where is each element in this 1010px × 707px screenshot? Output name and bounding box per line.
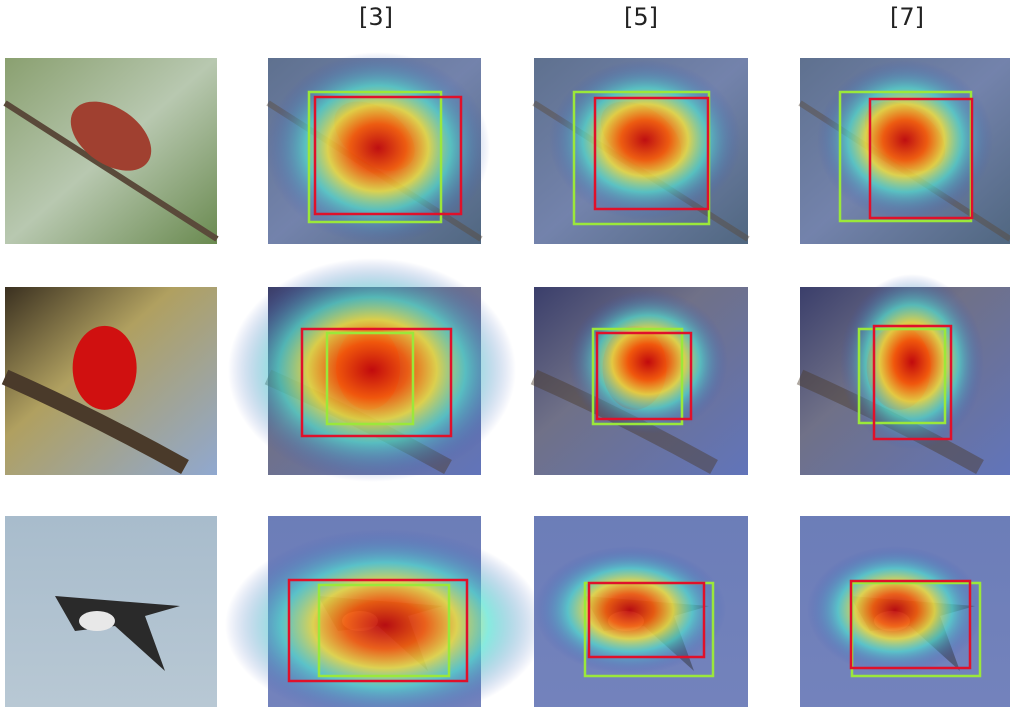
bird-belly — [79, 611, 115, 631]
column-header: [7] — [890, 3, 924, 31]
column-header: [5] — [624, 3, 658, 31]
heatmap — [549, 60, 741, 220]
heatmap — [817, 60, 993, 220]
heatmap — [534, 546, 726, 674]
heatmap — [228, 258, 516, 482]
figure: [3] [5] [7] — [0, 0, 1010, 707]
bird — [73, 326, 137, 410]
panels — [5, 52, 1010, 707]
column-header: [3] — [359, 3, 393, 31]
heatmap — [807, 546, 983, 674]
